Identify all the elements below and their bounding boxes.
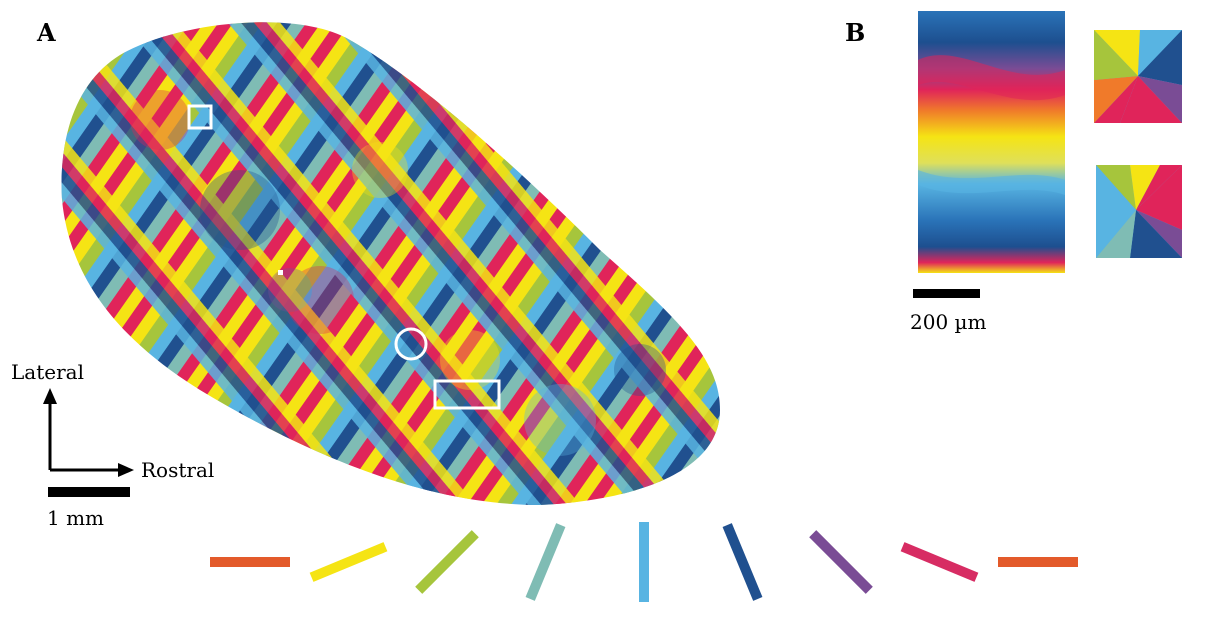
inset-scale-label: 200 µm [910,310,987,334]
map-scale-bar [48,487,130,497]
orientation-key-bar [722,523,763,601]
panel-label-b: B [845,18,866,47]
orientation-key-bar [809,530,873,594]
inset-scale-bar [913,289,980,298]
orientation-axes [43,388,134,477]
orientation-key-bar [415,530,479,594]
inset-pinwheel-bottom [1096,165,1182,258]
orientation-key [210,522,1078,602]
rostral-label: Rostral [141,458,215,482]
map-marker-circle [394,327,428,361]
map-scale-label: 1 mm [47,506,105,530]
orientation-key-bar [900,542,979,582]
inset-pinwheel-top [1094,30,1182,123]
orientation-map [61,22,721,505]
map-marker-dot [278,270,283,275]
orientation-key-bar [309,542,388,582]
panel-label-a: A [37,18,56,47]
map-marker-rectangle [433,379,501,410]
lateral-label: Lateral [11,360,84,384]
orientation-key-bar [525,523,566,601]
inset-stripe-region [918,11,1065,273]
map-marker-square [187,104,213,130]
